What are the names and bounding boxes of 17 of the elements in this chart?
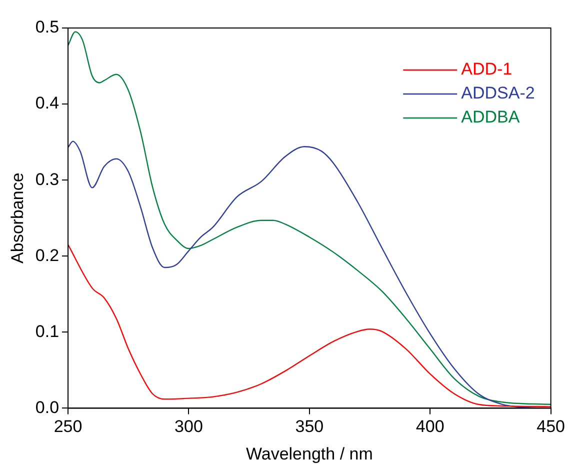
legend-label: ADDSA-2 (461, 84, 535, 103)
x-tick-label: 250 (54, 417, 82, 436)
x-tick-label: 400 (416, 417, 444, 436)
x-axis-title: Wavelength / nm (246, 444, 373, 464)
y-tick-label: 0.0 (35, 398, 60, 417)
x-tick-label: 450 (536, 417, 566, 436)
y-axis-title: Absorbance (8, 172, 27, 264)
y-tick-label: 0.1 (35, 322, 60, 341)
y-tick-label: 0.2 (35, 246, 60, 265)
y-tick-label: 0.3 (35, 170, 60, 189)
y-tick-label: 0.4 (35, 94, 60, 113)
y-tick-label: 0.5 (35, 18, 60, 37)
legend-label: ADD-1 (461, 60, 512, 79)
x-tick-label: 300 (174, 417, 203, 436)
line-series (68, 31, 551, 405)
x-tick-label: 350 (295, 417, 324, 436)
legend-label: ADDBA (461, 108, 520, 127)
